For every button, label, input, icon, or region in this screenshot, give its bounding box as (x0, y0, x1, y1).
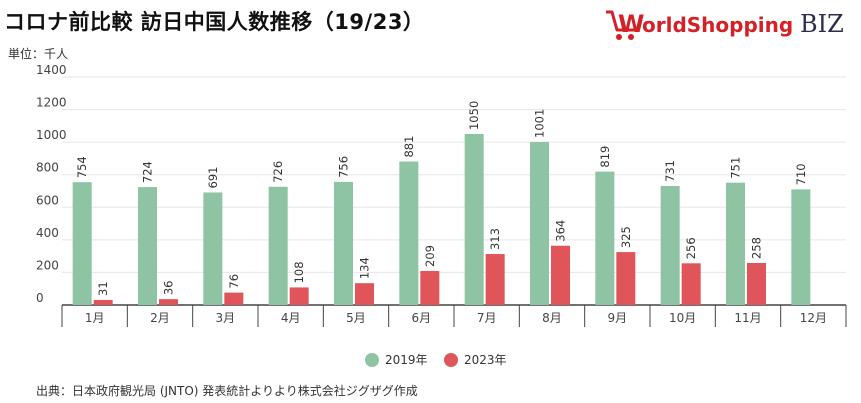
legend-swatch (444, 353, 458, 367)
data-label: 1001 (533, 109, 547, 138)
data-label: 751 (729, 157, 743, 179)
bar-2023 (93, 299, 113, 305)
bar-2023 (681, 263, 701, 305)
svg-text:BIZ: BIZ (800, 10, 844, 38)
bar-2019 (203, 192, 223, 305)
data-label: 313 (488, 228, 502, 250)
data-label: 31 (96, 281, 110, 296)
data-label: 258 (750, 237, 764, 259)
data-label: 1050 (467, 101, 481, 130)
x-tick-label: 11月 (734, 311, 761, 325)
data-label: 134 (358, 257, 372, 279)
bar-2019 (464, 134, 484, 305)
x-tick-label: 9月 (608, 311, 628, 325)
svg-text:orldShopping: orldShopping (642, 13, 793, 37)
y-tick-label: 1400 (36, 63, 67, 77)
y-tick-label: 1200 (36, 96, 67, 110)
data-label: 724 (141, 161, 155, 183)
unit-label: 単位：千人 (8, 47, 69, 61)
legend-label: 2019年 (385, 353, 428, 367)
data-label: 209 (423, 245, 437, 267)
bar-2019 (530, 141, 549, 305)
bar-2019 (660, 185, 680, 305)
data-label: 691 (206, 167, 220, 189)
bar-2023 (355, 283, 374, 305)
bar-2019 (268, 186, 288, 305)
x-tick-label: 12月 (800, 311, 827, 325)
x-tick-label: 3月 (216, 311, 236, 325)
bar-2023 (551, 245, 570, 305)
y-tick-label: 1000 (36, 128, 67, 142)
bar-2019 (726, 182, 745, 305)
bar-2019 (791, 189, 811, 305)
x-tick-label: 8月 (542, 311, 562, 325)
bar-2019 (399, 161, 419, 305)
source-note: 出典：日本政府観光局 (JNTO) 発表統計よりより株式会社ジグザグ作成 (36, 384, 418, 398)
bar-2023 (224, 292, 244, 305)
x-tick-label: 1月 (85, 311, 105, 325)
bar-2023 (616, 252, 636, 305)
bar-2019 (72, 182, 92, 305)
data-label: 325 (619, 226, 633, 248)
x-tick-label: 4月 (281, 311, 301, 325)
bar-2023 (485, 254, 505, 305)
data-label: 36 (162, 280, 176, 295)
bar-2023 (747, 262, 766, 305)
y-tick-label: 400 (36, 226, 59, 240)
bar-2023 (289, 287, 309, 305)
bar-2023 (159, 299, 178, 305)
bar-2019 (595, 171, 615, 305)
legend-swatch (365, 353, 379, 367)
data-label: 881 (402, 136, 416, 158)
worldshoppingbiz-logo: W orldShopping BIZ (606, 10, 844, 40)
bar-chart: 0 200 400 600 800 1000 1200 1400 1月 754 31 2月 724 36 3… (36, 63, 847, 367)
data-label: 756 (337, 156, 351, 178)
x-tick-label: 5月 (346, 311, 366, 325)
data-label: 731 (663, 160, 677, 182)
y-tick-label: 600 (36, 193, 59, 207)
data-label: 76 (227, 274, 241, 289)
svg-text:W: W (618, 10, 644, 38)
data-label: 819 (598, 146, 612, 168)
y-tick-label: 800 (36, 161, 59, 175)
chart-title: コロナ前比較 訪日中国人数推移（19/23） (4, 10, 425, 34)
x-tick-label: 10月 (669, 311, 696, 325)
x-tick-label: 6月 (412, 311, 432, 325)
bar-2023 (420, 270, 440, 305)
legend-label: 2023年 (464, 353, 507, 367)
data-label: 364 (554, 220, 568, 242)
x-tick-label: 7月 (477, 311, 497, 325)
data-label: 754 (75, 156, 89, 178)
bar-2019 (138, 187, 157, 305)
y-tick-label: 0 (36, 291, 44, 305)
x-tick-label: 2月 (150, 311, 170, 325)
bar-2019 (334, 181, 353, 305)
cart-icon (606, 10, 634, 40)
data-label: 108 (292, 261, 306, 283)
y-tick-label: 200 (36, 258, 59, 272)
data-label: 710 (794, 163, 808, 185)
data-label: 726 (271, 161, 285, 183)
data-label: 256 (684, 237, 698, 259)
